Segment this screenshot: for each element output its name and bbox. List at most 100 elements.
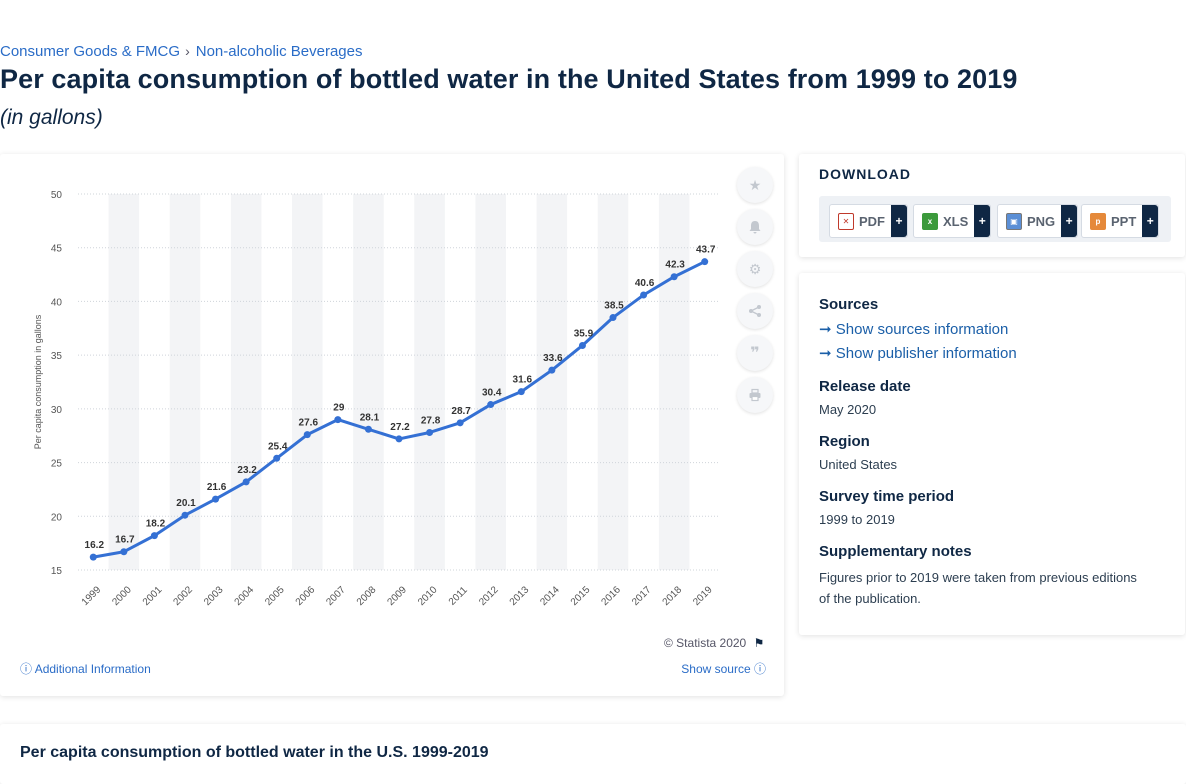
x-tick-label: 2005: [263, 584, 287, 608]
data-label: 27.8: [421, 415, 441, 426]
supplementary-notes-value: Figures prior to 2019 were taken from pr…: [819, 570, 1137, 606]
data-label: 16.7: [115, 535, 135, 546]
info-card: Sources ➞ Show sources information ➞ Sho…: [799, 273, 1185, 635]
data-point: [578, 341, 586, 349]
data-label: 28.1: [360, 412, 380, 423]
data-point: [334, 416, 342, 424]
x-tick-label: 2014: [538, 584, 562, 608]
plus-icon: +: [891, 205, 907, 237]
arrow-right-icon: ➞: [819, 345, 832, 362]
data-point: [426, 428, 434, 436]
y-axis-label: Per capita consumption in gallons: [33, 314, 43, 449]
plus-icon: +: [974, 205, 991, 237]
download-xls-label: XLS: [943, 213, 969, 229]
column-band: [536, 194, 568, 570]
x-tick-label: 2006: [294, 584, 318, 608]
data-label: 40.6: [635, 278, 655, 289]
x-tick-label: 2015: [569, 584, 593, 608]
x-tick-label: 2012: [477, 584, 501, 608]
bell-icon[interactable]: [737, 209, 773, 245]
data-point: [701, 258, 709, 266]
ppt-file-icon: p: [1090, 212, 1106, 230]
download-title: DOWNLOAD: [819, 166, 911, 182]
y-tick-label: 45: [51, 244, 63, 255]
show-source-link[interactable]: Show source ⓘ: [681, 660, 766, 677]
x-tick-label: 2013: [508, 584, 532, 608]
column-band: [658, 194, 690, 570]
print-icon[interactable]: [737, 377, 773, 413]
data-point: [242, 478, 250, 486]
x-tick-label: 2018: [661, 584, 685, 608]
plus-icon: +: [1061, 205, 1078, 237]
additional-info-link[interactable]: ⓘ Additional Information: [20, 660, 151, 677]
release-date-value: May 2020: [819, 402, 877, 417]
chart-copyright: © Statista 2020 ⚑: [664, 636, 764, 650]
data-label: 27.6: [299, 418, 319, 429]
share-icon[interactable]: [737, 293, 773, 329]
download-ppt-button[interactable]: p PPT +: [1081, 204, 1160, 238]
data-point: [181, 511, 189, 519]
column-band: [353, 194, 384, 570]
chart-toolbar: ★ ⚙ ❞: [737, 167, 773, 419]
data-point: [150, 532, 158, 540]
breadcrumb: Consumer Goods & FMCG › Non-alcoholic Beve…: [0, 43, 363, 60]
download-xls-button[interactable]: x XLS +: [913, 204, 992, 238]
y-tick-label: 15: [51, 566, 63, 577]
column-band: [230, 194, 262, 570]
x-tick-label: 1999: [80, 584, 104, 608]
y-tick-label: 30: [51, 405, 63, 416]
download-buttons: ✕ PDF + x XLS + ▣ PNG + p PPT +: [819, 196, 1171, 242]
plus-icon: +: [1142, 205, 1159, 237]
info-icon: ⓘ: [20, 662, 33, 676]
data-point: [640, 291, 648, 299]
breadcrumb-item-beverages[interactable]: Non-alcoholic Beverages: [195, 43, 363, 60]
x-tick-label: 2000: [110, 584, 134, 608]
x-tick-label: 2011: [447, 584, 470, 607]
show-source-label: Show source: [681, 662, 751, 676]
data-label: 30.4: [482, 388, 502, 399]
flag-icon[interactable]: ⚑: [753, 636, 765, 650]
survey-period-label: Survey time period: [819, 488, 955, 505]
x-tick-label: 2004: [233, 584, 257, 608]
breadcrumb-item-consumer-goods[interactable]: Consumer Goods & FMCG: [0, 43, 181, 60]
show-sources-link[interactable]: ➞ Show sources information: [819, 320, 1008, 338]
data-label: 28.7: [451, 406, 471, 417]
column-band: [475, 194, 506, 570]
x-tick-label: 2010: [416, 584, 440, 608]
data-point: [517, 388, 525, 396]
info-icon: ⓘ: [753, 662, 766, 676]
download-png-label: PNG: [1027, 213, 1056, 229]
data-point: [395, 435, 403, 443]
download-png-button[interactable]: ▣ PNG +: [997, 204, 1079, 238]
xls-file-icon: x: [922, 212, 938, 230]
x-tick-label: 2009: [385, 584, 409, 608]
release-date-label: Release date: [819, 378, 911, 395]
data-point: [364, 425, 372, 433]
data-label: 31.6: [513, 375, 533, 386]
x-tick-label: 2001: [141, 584, 165, 608]
column-band: [597, 194, 629, 570]
data-label: 38.5: [604, 301, 624, 312]
gear-icon[interactable]: ⚙: [737, 251, 773, 287]
show-publisher-link[interactable]: ➞ Show publisher information: [819, 344, 1017, 362]
region-label: Region: [819, 433, 870, 450]
data-label: 18.2: [146, 519, 166, 530]
star-icon[interactable]: ★: [737, 167, 773, 203]
png-file-icon: ▣: [1006, 212, 1022, 230]
related-statistic-card: Per capita consumption of bottled water …: [0, 724, 1186, 784]
x-tick-label: 2007: [324, 584, 348, 608]
related-statistic-title[interactable]: Per capita consumption of bottled water …: [20, 744, 489, 761]
column-band: [169, 194, 201, 570]
x-tick-label: 2017: [630, 584, 654, 608]
download-pdf-button[interactable]: ✕ PDF +: [829, 204, 908, 238]
data-label: 25.4: [268, 441, 288, 452]
page-title: Per capita consumption of bottled water …: [0, 64, 1018, 94]
data-label: 43.7: [696, 245, 716, 256]
quote-icon[interactable]: ❞: [737, 335, 773, 371]
data-point: [456, 419, 464, 427]
data-point: [487, 401, 495, 409]
data-point: [120, 548, 128, 556]
x-tick-label: 2002: [171, 584, 195, 608]
region-value: United States: [819, 457, 898, 472]
download-pdf-label: PDF: [859, 213, 885, 229]
